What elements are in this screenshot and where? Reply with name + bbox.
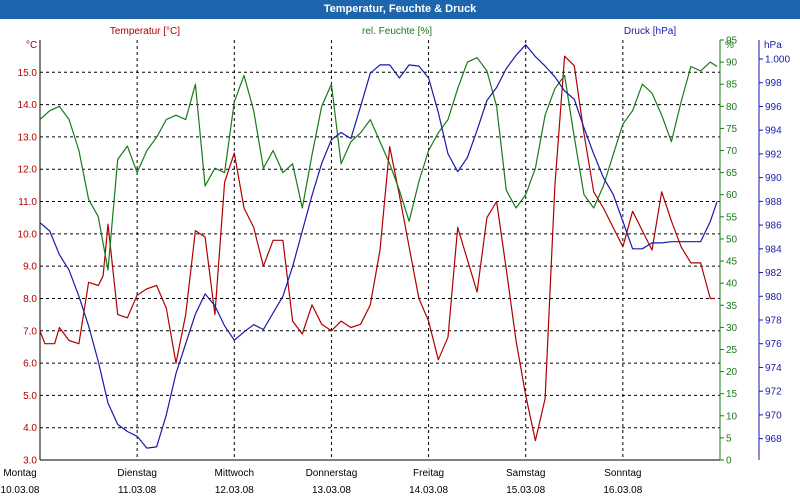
- hum-tick-label: 95: [726, 36, 738, 47]
- hum-unit-label: %: [725, 40, 734, 51]
- hum-tick-label: 30: [726, 323, 738, 334]
- hum-tick-label: 5: [726, 433, 732, 444]
- hum-tick-label: 90: [726, 58, 738, 69]
- press-axis-title: Druck [hPa]: [624, 26, 676, 37]
- press-tick-label: 992: [765, 149, 782, 160]
- temp-axis-title: Temperatur [°C]: [110, 26, 180, 37]
- temp-unit-label: °C: [26, 40, 37, 51]
- hum-tick-label: 45: [726, 257, 738, 268]
- axes: 3.0 4.0 5.0 6.0 7.0 8.0 9.0 10.0 11.0 12.0 13.0 14.…: [1, 36, 791, 497]
- hum-tick-label: 60: [726, 190, 738, 201]
- x-day-label: Sonntag: [604, 468, 641, 479]
- press-tick-label: 986: [765, 221, 782, 232]
- temp-tick-label: 4.0: [23, 423, 37, 434]
- press-tick-label: 982: [765, 268, 782, 279]
- x-day-label: Mittwoch: [215, 468, 254, 479]
- press-tick-label: 988: [765, 197, 782, 208]
- press-tick-label: 976: [765, 339, 782, 350]
- hum-tick-label: 50: [726, 234, 738, 245]
- hum-tick-label: 70: [726, 146, 738, 157]
- x-day-label: Donnerstag: [306, 468, 358, 479]
- hum-tick-label: 10: [726, 411, 738, 422]
- temp-tick-label: 12.0: [18, 165, 38, 176]
- window-title: Temperatur, Feuchte & Druck: [0, 0, 800, 19]
- hum-axis-title: rel. Feuchte [%]: [362, 26, 432, 37]
- x-date-label: 12.03.08: [215, 485, 254, 496]
- hum-tick-label: 40: [726, 279, 738, 290]
- temp-tick-label: 7.0: [23, 326, 37, 337]
- press-tick-label: 980: [765, 292, 782, 303]
- x-date-label: 13.03.08: [312, 485, 351, 496]
- hum-tick-label: 20: [726, 367, 738, 378]
- grid: [40, 40, 720, 461]
- x-date-label: 16.03.08: [603, 485, 642, 496]
- temp-tick-label: 8.0: [23, 294, 37, 305]
- hum-tick-label: 35: [726, 301, 738, 312]
- press-tick-label: 994: [765, 126, 782, 137]
- press-tick-label: 970: [765, 410, 782, 421]
- series-line-press: [39, 44, 718, 449]
- series: [39, 44, 718, 449]
- press-tick-label: 990: [765, 173, 782, 184]
- x-day-label: Montag: [3, 468, 36, 479]
- hum-tick-label: 25: [726, 345, 738, 356]
- hum-tick-label: 55: [726, 212, 738, 223]
- x-date-label: 11.03.08: [118, 485, 157, 496]
- hum-tick-label: 85: [726, 80, 738, 91]
- x-date-label: 15.03.08: [506, 485, 545, 496]
- hum-tick-label: 15: [726, 389, 738, 400]
- temp-tick-label: 13.0: [18, 132, 38, 143]
- press-tick-label: 984: [765, 244, 782, 255]
- hum-tick-label: 0: [726, 456, 732, 467]
- temp-tick-label: 10.0: [18, 229, 38, 240]
- temp-tick-label: 14.0: [18, 100, 38, 111]
- hum-tick-label: 75: [726, 124, 738, 135]
- x-day-label: Freitag: [413, 468, 444, 479]
- press-tick-label: 972: [765, 387, 782, 398]
- temp-tick-label: 6.0: [23, 359, 37, 370]
- temp-tick-label: 11.0: [18, 197, 37, 208]
- hum-tick-label: 65: [726, 168, 738, 179]
- labels: Temperatur [°C] rel. Feuchte [%] Druck […: [26, 26, 782, 51]
- hum-tick-label: 80: [726, 102, 738, 113]
- x-date-label: 14.03.08: [409, 485, 448, 496]
- temp-tick-label: 5.0: [23, 391, 37, 402]
- press-tick-label: 978: [765, 316, 782, 327]
- series-line-temp: [39, 55, 716, 442]
- press-tick-label: 1.000: [765, 54, 790, 65]
- temp-tick-label: 9.0: [23, 262, 37, 273]
- x-day-label: Samstag: [506, 468, 545, 479]
- press-tick-label: 968: [765, 434, 782, 445]
- series-line-hum: [39, 57, 718, 271]
- press-tick-label: 974: [765, 363, 782, 374]
- press-unit-label: hPa: [764, 40, 782, 51]
- press-tick-label: 998: [765, 78, 782, 89]
- x-day-label: Dienstag: [117, 468, 156, 479]
- temp-tick-label: 3.0: [23, 456, 37, 467]
- temp-tick-label: 15.0: [18, 68, 38, 79]
- press-tick-label: 996: [765, 102, 782, 113]
- x-date-label: 10.03.08: [1, 485, 40, 496]
